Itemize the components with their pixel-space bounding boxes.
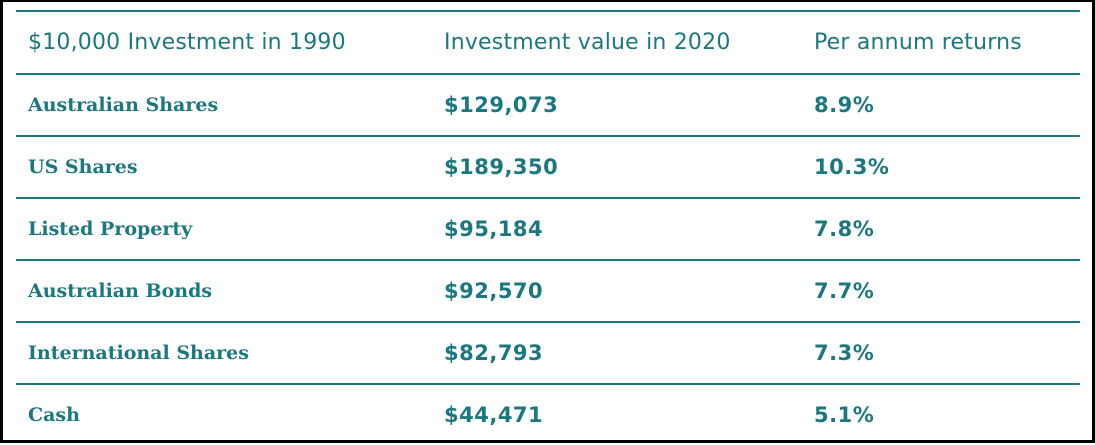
asset-name: US Shares [28,156,138,178]
row-divider [16,197,1080,199]
annual-return: 7.3% [814,341,875,365]
header-investment: $10,000 Investment in 1990 [28,30,346,55]
annual-return: 8.9% [814,93,875,117]
asset-name: Australian Bonds [28,280,213,302]
asset-name: Australian Shares [28,94,219,116]
investment-value: $44,471 [444,403,544,427]
annual-return: 7.7% [814,279,875,303]
row-divider [16,259,1080,261]
investment-returns-table: $10,000 Investment in 1990 Investment va… [16,10,1080,445]
asset-name: Listed Property [28,218,193,240]
row-divider [16,73,1080,75]
investment-value: $129,073 [444,93,559,117]
table-row: International Shares $82,793 7.3% [16,323,1080,383]
annual-return: 5.1% [814,403,875,427]
investment-value: $82,793 [444,341,544,365]
header-value-2020: Investment value in 2020 [444,30,731,55]
table-header-row: $10,000 Investment in 1990 Investment va… [16,12,1080,73]
table-row: Cash $44,471 5.1% [16,385,1080,445]
annual-return: 10.3% [814,155,890,179]
asset-name: Cash [28,404,80,426]
investment-value: $95,184 [444,217,544,241]
row-divider [16,135,1080,137]
row-divider [16,321,1080,323]
investment-value: $189,350 [444,155,559,179]
table-row: Australian Shares $129,073 8.9% [16,75,1080,135]
table-row: Listed Property $95,184 7.8% [16,199,1080,259]
table-row: US Shares $189,350 10.3% [16,137,1080,197]
investment-value: $92,570 [444,279,544,303]
header-annual-returns: Per annum returns [814,30,1022,55]
table-top-rule [16,10,1080,12]
annual-return: 7.8% [814,217,875,241]
asset-name: International Shares [28,342,249,364]
table-row: Australian Bonds $92,570 7.7% [16,261,1080,321]
row-divider [16,383,1080,385]
